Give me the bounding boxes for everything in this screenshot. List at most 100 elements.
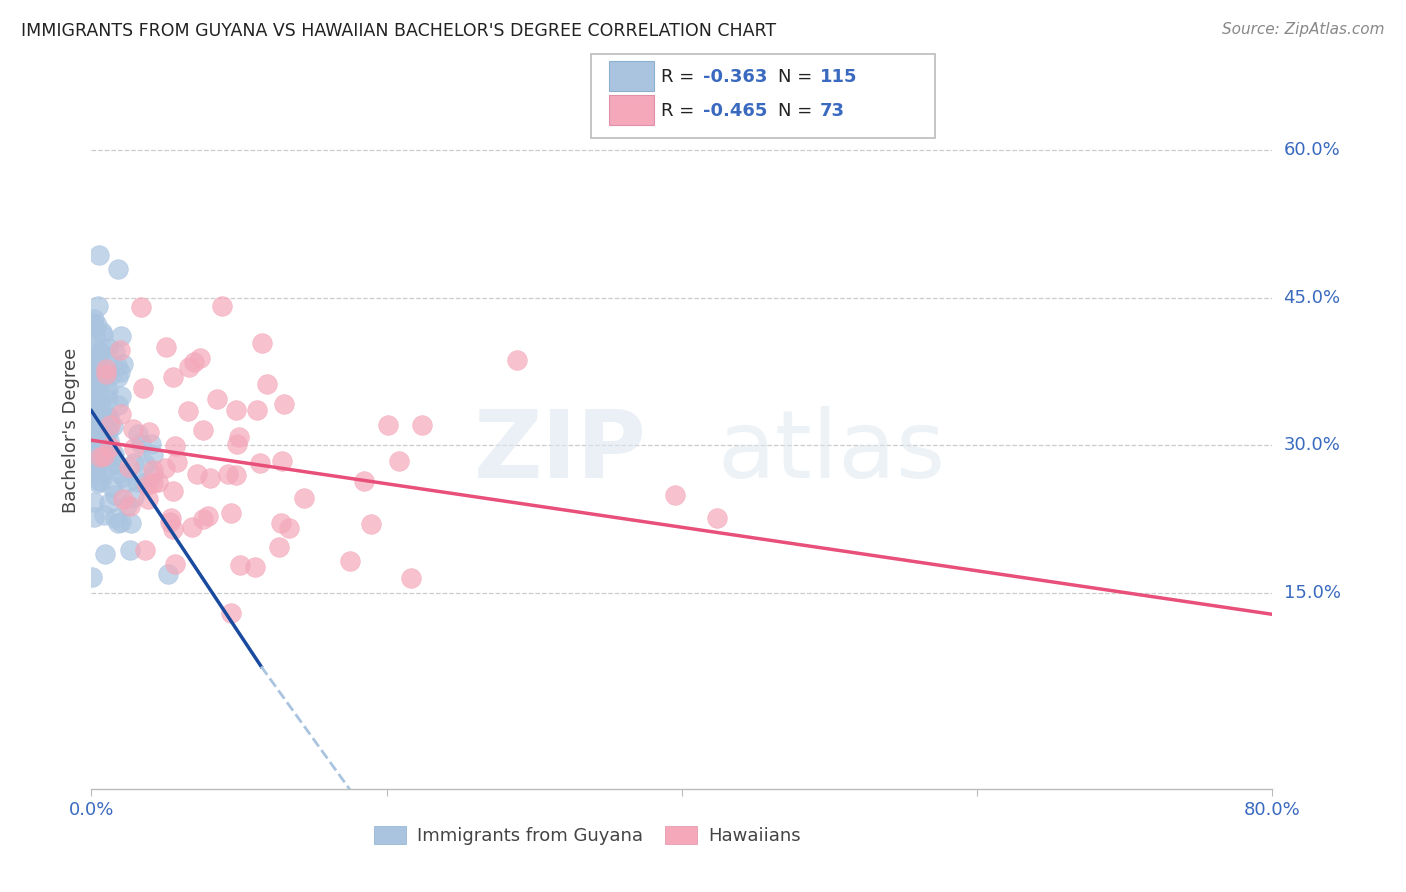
Point [97,411,120,425]
Point [122,456,145,470]
Point [84,375,107,389]
Point [84,447,107,461]
Point [86,373,108,387]
Point [97,496,120,510]
Point [89,394,111,409]
Point [83,346,105,360]
Point [89,474,111,488]
Point [198,471,221,485]
Point [86,428,108,442]
Point [229,558,252,573]
Point [93,449,115,463]
Text: Source: ZipAtlas.com: Source: ZipAtlas.com [1222,22,1385,37]
Point [82,461,104,475]
Point [110,515,132,529]
Point [160,511,183,525]
Point [82,352,104,367]
Point [82,385,104,400]
Point [142,463,165,477]
Point [142,467,165,482]
Text: 60.0%: 60.0% [1284,141,1340,159]
Point [121,422,143,436]
Point [82,423,104,437]
Point [82,425,104,440]
Point [112,470,135,484]
Point [217,467,239,482]
Point [83,509,105,524]
Point [82,319,104,334]
Point [83,431,105,445]
Point [87,359,110,374]
Point [107,370,129,384]
Point [118,543,141,558]
Point [188,351,211,365]
Point [86,318,108,332]
Point [97,459,120,474]
Point [111,358,134,372]
Text: -0.465: -0.465 [703,102,768,120]
Point [122,490,145,504]
Point [506,352,529,367]
Point [94,361,117,376]
Legend: Immigrants from Guyana, Hawaiians: Immigrants from Guyana, Hawaiians [367,818,808,852]
Point [353,474,375,488]
Point [103,446,125,460]
Point [82,318,104,332]
Point [134,457,156,471]
Point [82,434,104,448]
Point [219,606,242,620]
Point [162,370,184,384]
Text: N =: N = [778,68,817,86]
Point [98,416,121,430]
Point [273,397,295,411]
Point [110,329,132,343]
Point [142,476,165,491]
Point [120,516,142,530]
Point [270,516,292,530]
Point [110,388,132,402]
Point [93,417,115,432]
Text: 30.0%: 30.0% [1284,436,1340,454]
Text: R =: R = [661,68,700,86]
Point [129,301,152,315]
Point [86,476,108,491]
Point [270,453,292,467]
Point [138,425,160,440]
Point [84,415,107,429]
Point [87,381,110,395]
Point [108,365,131,379]
Point [118,460,141,475]
Point [89,344,111,359]
Point [94,385,117,400]
Point [82,417,104,431]
Point [90,474,112,488]
Text: IMMIGRANTS FROM GUYANA VS HAWAIIAN BACHELOR'S DEGREE CORRELATION CHART: IMMIGRANTS FROM GUYANA VS HAWAIIAN BACHE… [21,22,776,40]
Point [87,349,110,363]
Point [177,404,200,418]
Point [103,450,125,464]
Point [249,456,271,470]
Point [91,465,114,479]
Point [101,419,124,434]
Point [89,248,111,262]
Point [706,510,728,524]
Point [135,478,157,492]
Point [411,417,433,432]
Point [399,571,422,585]
Point [84,326,107,341]
Point [159,515,181,529]
Point [104,345,127,359]
Point [86,357,108,371]
Point [228,429,250,443]
Point [166,455,188,469]
Point [84,461,107,475]
Point [107,467,129,481]
Point [82,379,104,393]
Point [97,425,120,439]
Point [136,492,159,507]
Point [226,437,249,451]
Point [664,488,686,502]
Point [107,262,129,277]
Point [90,416,112,430]
Point [163,557,186,571]
